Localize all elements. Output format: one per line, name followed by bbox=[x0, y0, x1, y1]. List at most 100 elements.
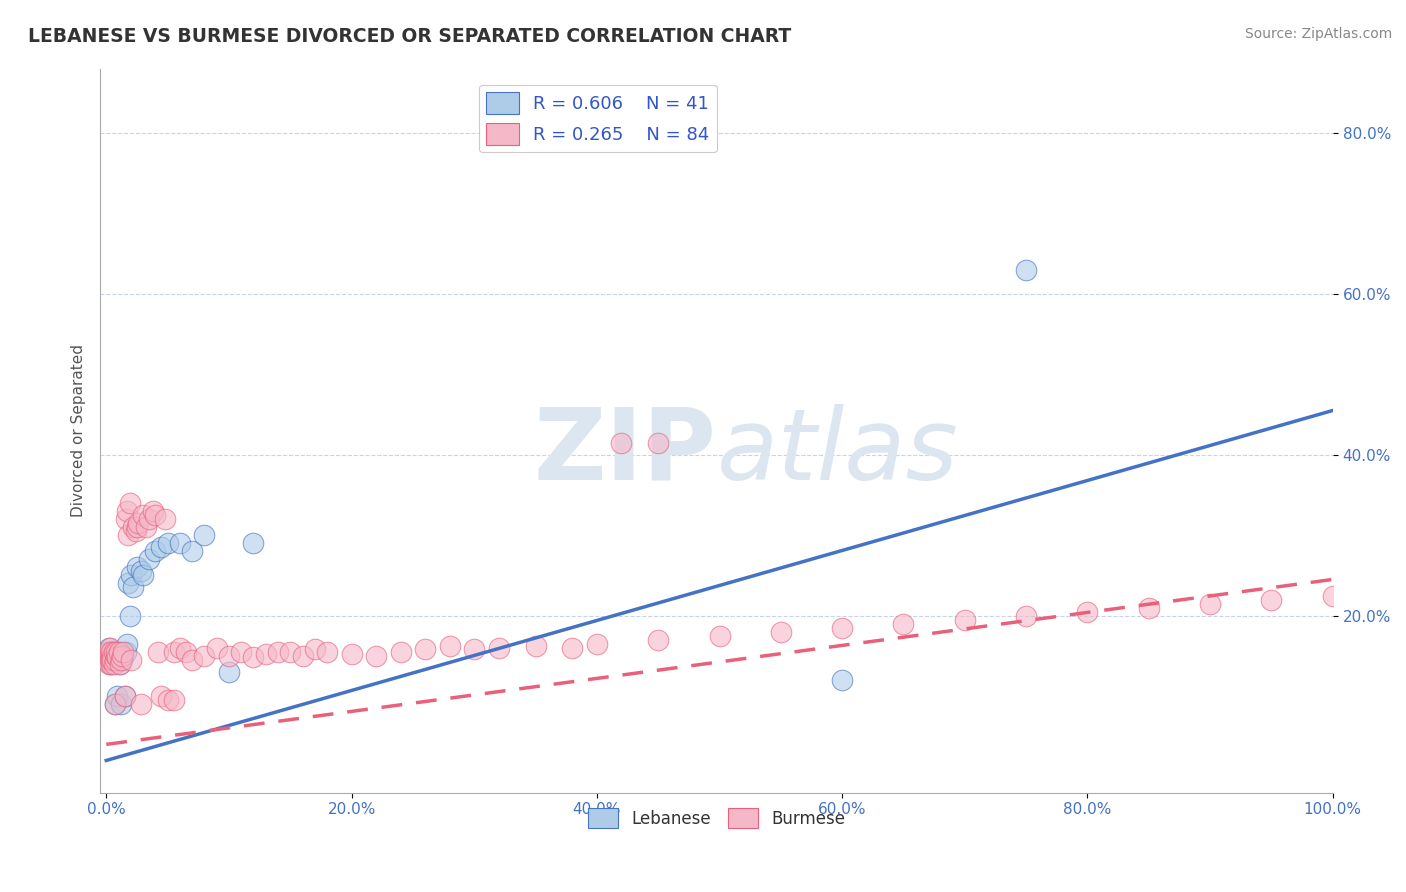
Point bbox=[115, 512, 138, 526]
Point bbox=[96, 648, 118, 663]
Point bbox=[150, 689, 173, 703]
Point bbox=[413, 642, 436, 657]
Point bbox=[110, 697, 132, 711]
Point bbox=[111, 648, 134, 663]
Point bbox=[100, 653, 122, 667]
Point bbox=[110, 653, 132, 667]
Point bbox=[105, 648, 128, 663]
Point bbox=[117, 576, 139, 591]
Point bbox=[104, 653, 127, 667]
Point bbox=[129, 565, 152, 579]
Point bbox=[709, 629, 731, 643]
Point bbox=[96, 653, 118, 667]
Point bbox=[291, 648, 314, 663]
Point bbox=[132, 508, 155, 522]
Point bbox=[98, 657, 121, 671]
Point bbox=[107, 645, 129, 659]
Point bbox=[120, 653, 142, 667]
Point bbox=[125, 524, 148, 538]
Point bbox=[122, 520, 145, 534]
Point bbox=[132, 568, 155, 582]
Point bbox=[125, 520, 148, 534]
Point bbox=[1199, 597, 1222, 611]
Point bbox=[120, 568, 142, 582]
Point bbox=[101, 653, 124, 667]
Point bbox=[181, 544, 204, 558]
Point bbox=[174, 645, 197, 659]
Point bbox=[127, 516, 149, 530]
Point bbox=[97, 645, 120, 659]
Point bbox=[104, 697, 127, 711]
Point bbox=[205, 640, 228, 655]
Point bbox=[97, 657, 120, 671]
Point bbox=[150, 541, 173, 555]
Point bbox=[242, 536, 264, 550]
Point bbox=[316, 645, 339, 659]
Point bbox=[101, 653, 124, 667]
Point bbox=[118, 608, 141, 623]
Point bbox=[118, 496, 141, 510]
Point bbox=[953, 613, 976, 627]
Point bbox=[340, 647, 363, 661]
Point bbox=[163, 693, 186, 707]
Point bbox=[105, 650, 128, 665]
Point bbox=[103, 653, 125, 667]
Point bbox=[1260, 592, 1282, 607]
Point bbox=[169, 640, 191, 655]
Y-axis label: Divorced or Separated: Divorced or Separated bbox=[72, 344, 86, 517]
Point bbox=[1137, 600, 1160, 615]
Point bbox=[242, 650, 264, 665]
Point bbox=[100, 645, 122, 659]
Point bbox=[143, 544, 166, 558]
Point bbox=[586, 637, 609, 651]
Point bbox=[156, 693, 179, 707]
Point bbox=[231, 645, 253, 659]
Point bbox=[647, 435, 669, 450]
Point bbox=[103, 657, 125, 671]
Point bbox=[163, 645, 186, 659]
Point bbox=[193, 648, 215, 663]
Text: LEBANESE VS BURMESE DIVORCED OR SEPARATED CORRELATION CHART: LEBANESE VS BURMESE DIVORCED OR SEPARATE… bbox=[28, 27, 792, 45]
Point bbox=[278, 645, 301, 659]
Point bbox=[105, 648, 128, 663]
Point bbox=[193, 528, 215, 542]
Point bbox=[111, 653, 134, 667]
Point bbox=[647, 632, 669, 647]
Point bbox=[98, 648, 121, 663]
Point bbox=[389, 645, 412, 659]
Point bbox=[254, 647, 277, 661]
Point bbox=[107, 645, 129, 659]
Point bbox=[138, 512, 160, 526]
Text: ZIP: ZIP bbox=[534, 404, 717, 500]
Text: Source: ZipAtlas.com: Source: ZipAtlas.com bbox=[1244, 27, 1392, 41]
Point bbox=[439, 639, 461, 653]
Point bbox=[181, 653, 204, 667]
Point bbox=[98, 640, 121, 655]
Point bbox=[115, 645, 138, 659]
Point bbox=[1015, 608, 1038, 623]
Point bbox=[146, 645, 169, 659]
Point bbox=[108, 657, 131, 671]
Point bbox=[134, 520, 156, 534]
Point bbox=[103, 645, 125, 659]
Point bbox=[524, 639, 547, 653]
Point bbox=[105, 645, 128, 659]
Point bbox=[169, 536, 191, 550]
Point bbox=[142, 504, 165, 518]
Point bbox=[122, 581, 145, 595]
Point bbox=[831, 621, 853, 635]
Point bbox=[218, 648, 240, 663]
Point bbox=[218, 665, 240, 679]
Text: atlas: atlas bbox=[717, 404, 957, 500]
Point bbox=[488, 640, 510, 655]
Point bbox=[104, 697, 127, 711]
Point bbox=[831, 673, 853, 687]
Point bbox=[101, 648, 124, 663]
Point bbox=[114, 689, 136, 703]
Point bbox=[103, 645, 125, 659]
Point bbox=[463, 642, 485, 657]
Point bbox=[98, 653, 121, 667]
Point bbox=[156, 536, 179, 550]
Point bbox=[304, 642, 326, 657]
Point bbox=[364, 648, 387, 663]
